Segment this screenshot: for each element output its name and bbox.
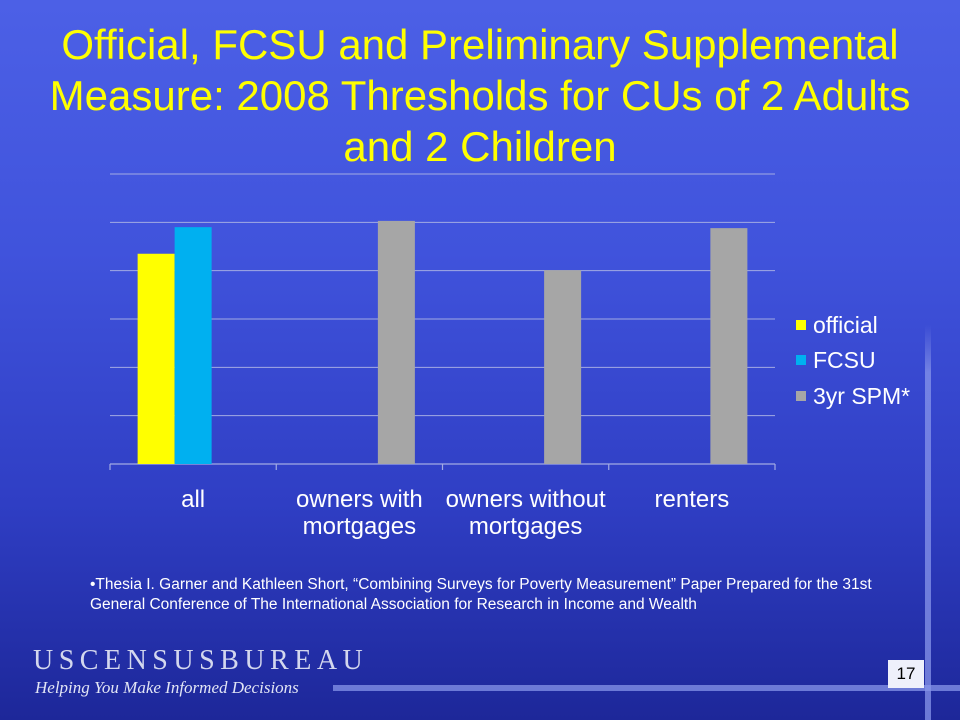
census-bureau-logo-wordmark: USCENSUSBUREAU bbox=[33, 645, 369, 676]
footer-vertical-rule bbox=[925, 325, 931, 720]
legend-item-3yr-spm: 3yr SPM* bbox=[796, 378, 910, 414]
page-number-box: 17 bbox=[888, 660, 924, 688]
chart-legend: official FCSU 3yr SPM* bbox=[796, 307, 910, 414]
legend-label: official bbox=[813, 311, 878, 338]
legend-swatch bbox=[796, 390, 806, 401]
category-label-owners-with-mortgages: owners with mortgages bbox=[296, 486, 423, 540]
slide-title: Official, FCSU and Preliminary Supplemen… bbox=[49, 21, 911, 170]
bar-3yr-spm-renters bbox=[710, 228, 748, 464]
category-label-all: all bbox=[181, 486, 206, 513]
legend-item-fcsu: FCSU bbox=[796, 343, 910, 379]
bar-3yr-spm-owners-without-mortgages bbox=[544, 270, 582, 464]
legend-label: FCSU bbox=[813, 347, 876, 374]
footnote-citation: •Thesia I. Garner and Kathleen Short, “C… bbox=[90, 576, 872, 613]
category-label-renters: renters bbox=[654, 486, 730, 513]
legend-swatch bbox=[796, 319, 806, 330]
legend-item-official: official bbox=[796, 307, 910, 343]
page-number: 17 bbox=[896, 664, 916, 683]
legend-swatch bbox=[796, 355, 806, 366]
bar-fcsu-all bbox=[174, 227, 212, 464]
category-label-owners-without-mortgages: owners without mortgages bbox=[445, 486, 606, 540]
footer-horizontal-rule bbox=[333, 685, 960, 691]
bar-3yr-spm-owners-with-mortgages bbox=[377, 220, 415, 464]
legend-label: 3yr SPM* bbox=[813, 382, 911, 409]
census-bureau-logo-tagline: Helping You Make Informed Decisions bbox=[35, 678, 299, 697]
bar-official-all bbox=[137, 253, 175, 464]
